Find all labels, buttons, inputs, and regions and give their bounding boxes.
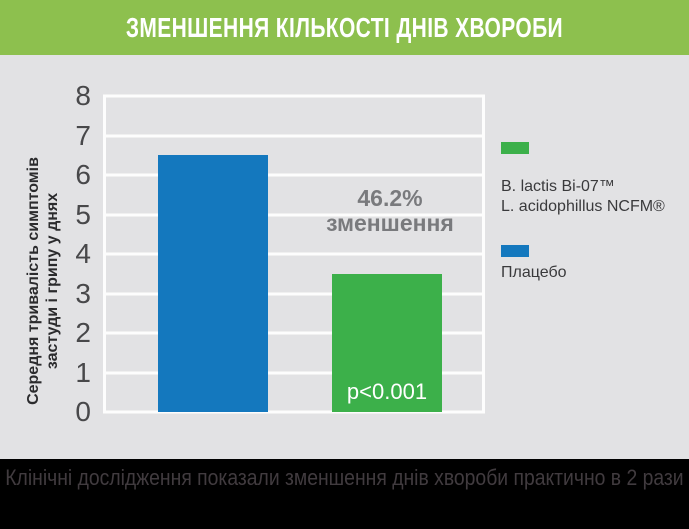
- gridline: [103, 213, 485, 216]
- gridline: [103, 173, 485, 177]
- gridline: [103, 292, 485, 295]
- p-value-label: p<0.001: [346, 379, 428, 404]
- plot-area: p<0.001: [103, 94, 485, 414]
- legend-swatch-placebo: [501, 245, 529, 257]
- reduction-annotation: 46.2% зменшення: [322, 186, 458, 236]
- y-axis-ticks: 8 7 6 5 4 3 2 1 0: [0, 80, 97, 427]
- y-tick-label: 2: [75, 317, 91, 348]
- y-tick-label: 0: [75, 396, 91, 427]
- bar-probiotic: p<0.001: [332, 273, 442, 412]
- y-tick-label: 4: [75, 238, 91, 269]
- gridline: [103, 371, 485, 374]
- reduction-word: зменшення: [326, 210, 454, 236]
- gridline: [103, 410, 485, 414]
- gridline: [103, 331, 485, 335]
- legend: B. lactis Bi-07™ L. acidophillus NCFM® П…: [501, 142, 686, 283]
- header-bar: ЗМЕНШЕННЯ КІЛЬКОСТІ ДНІВ ХВОРОБИ: [0, 0, 689, 55]
- legend-label-probiotic: B. lactis Bi-07™ L. acidophillus NCFM®: [501, 177, 686, 217]
- footer-bar: Клінічні дослідження показали зменшення …: [0, 459, 689, 529]
- y-tick-label: 3: [75, 277, 91, 309]
- y-tick-label: 7: [75, 119, 91, 151]
- reduction-percent: 46.2%: [357, 185, 423, 211]
- legend-label-placebo: Плацебо: [501, 264, 567, 281]
- y-tick-label: 8: [75, 80, 91, 111]
- gridline: [103, 134, 485, 137]
- y-tick-label: 5: [75, 198, 91, 230]
- bar-placebo: [158, 155, 268, 412]
- legend-probiotic-line2: L. acidophillus NCFM®: [501, 198, 665, 215]
- footer-text: Клінічні дослідження показали зменшення …: [5, 465, 684, 490]
- gridline: [103, 252, 485, 256]
- gridline: [103, 94, 485, 98]
- page-title: ЗМЕНШЕННЯ КІЛЬКОСТІ ДНІВ ХВОРОБИ: [125, 11, 564, 43]
- y-tick-label: 1: [75, 356, 91, 388]
- legend-swatch-probiotic: [501, 142, 529, 154]
- legend-probiotic-line1: B. lactis Bi-07™: [501, 178, 615, 195]
- y-tick-label: 6: [75, 159, 91, 190]
